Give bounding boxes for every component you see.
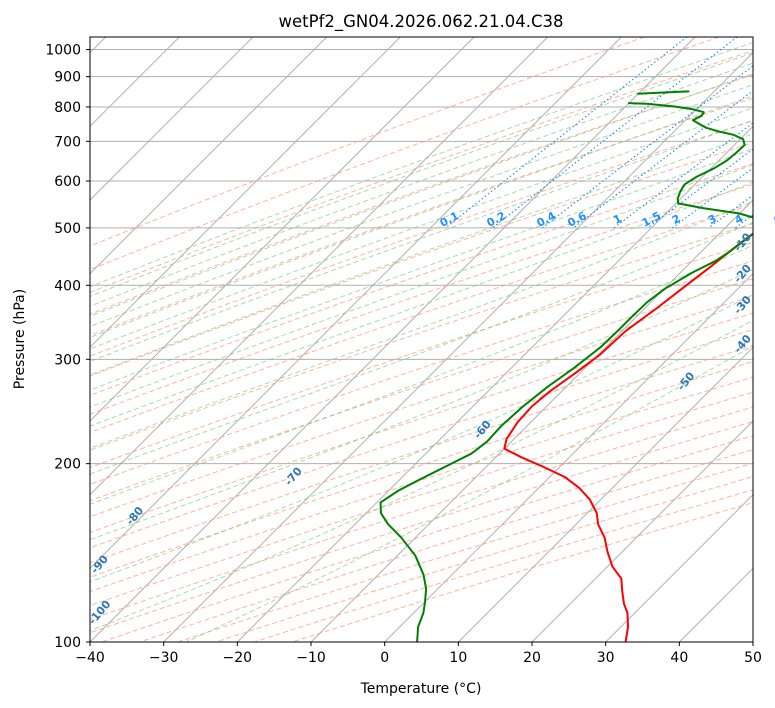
dry-adiabat-line [90, 295, 753, 518]
isotherm-line [457, 346, 753, 642]
x-tick-label: −40 [75, 650, 105, 666]
y-tick-label: 700 [54, 134, 81, 150]
y-tick-label: 1000 [45, 43, 81, 59]
dry-adiabat-line [90, 97, 753, 337]
chart-title: wetPf2_GN04.2026.062.21.04.C38 [279, 12, 564, 32]
isotherm-line [90, 37, 401, 349]
plot-clip-group [90, 37, 753, 642]
x-axis-title: Temperature (°C) [360, 681, 482, 697]
dewpoint-profile-line [379, 102, 753, 642]
moist-adiabat-line [90, 73, 753, 317]
x-tick-label: 50 [744, 650, 762, 666]
isotherm-line [384, 272, 753, 642]
y-axis: 100 200 300 400 500 600 700 800 900 1000 [45, 43, 90, 651]
dry-adiabat-line [90, 241, 753, 469]
mixing-ratio-line [672, 167, 753, 229]
x-axis: −40 −30 −20 −10 0 10 20 30 40 50 [75, 642, 762, 666]
isotherm-line [90, 37, 622, 570]
dry-adiabat-lines [90, 37, 753, 642]
moist-adiabat-line [90, 41, 753, 288]
dry-adiabat-line [90, 142, 753, 377]
isotherm-line [310, 199, 753, 642]
x-tick-label: 20 [523, 650, 541, 666]
y-tick-label: 900 [54, 70, 81, 86]
moist-adiabat-line [90, 84, 753, 328]
dry-adiabat-line [90, 376, 753, 593]
temperature-profile-line [503, 232, 753, 642]
dry-adiabat-line [90, 312, 753, 533]
dewpoint-profile-line [637, 90, 690, 95]
isotherm-line [605, 493, 753, 642]
isotherm-lines [90, 37, 753, 642]
x-tick-label: −20 [223, 650, 253, 666]
y-tick-label: 300 [54, 352, 81, 368]
mixing-ratio-line [492, 37, 738, 229]
moist-adiabat-line [90, 319, 753, 632]
moist-adiabat-line [90, 133, 753, 376]
moist-adiabat-line [90, 119, 753, 362]
isotherm-line [90, 37, 696, 642]
dry-adiabat-line [90, 37, 720, 271]
x-tick-label: −10 [296, 650, 326, 666]
dry-adiabat-line [90, 260, 753, 485]
moist-adiabat-line [90, 181, 753, 427]
y-tick-label: 100 [54, 635, 81, 651]
y-tick-label: 200 [54, 457, 81, 473]
isotherm-line [90, 37, 475, 422]
mixing-ratio-lines [445, 37, 753, 229]
mixing-ratio-label: 6 [771, 212, 775, 227]
y-tick-label: 500 [54, 221, 81, 237]
sounding-series [379, 90, 753, 642]
dry-adiabat-line [90, 163, 753, 396]
moist-adiabat-line [90, 147, 753, 391]
y-tick-label: 600 [54, 174, 81, 190]
x-tick-label: 30 [597, 650, 615, 666]
dry-adiabat-line [90, 391, 753, 607]
pressure-gridlines [90, 49, 753, 642]
mixing-ratio-line [572, 90, 753, 229]
moist-adiabat-line [90, 107, 753, 350]
x-tick-label: −30 [149, 650, 179, 666]
plot-frame [89, 36, 754, 643]
isotherm-line [90, 37, 254, 201]
x-tick-label: 0 [380, 650, 389, 666]
x-tick-label: 10 [449, 650, 467, 666]
dry-adiabat-line [90, 278, 753, 502]
dry-adiabat-line [90, 361, 753, 578]
dry-adiabat-line [90, 223, 753, 451]
y-tick-label: 400 [54, 278, 81, 294]
moist-adiabat-line [90, 294, 753, 583]
y-axis-title: Pressure (hPa) [12, 289, 28, 389]
dry-adiabat-line [90, 50, 753, 293]
y-tick-label: 800 [54, 100, 81, 116]
mixing-ratio-line [542, 65, 753, 229]
plot-area [90, 37, 753, 642]
isotherm-line [163, 51, 753, 642]
moist-adiabat-lines [90, 41, 753, 642]
dry-adiabat-line [90, 345, 753, 564]
isotherm-line [90, 37, 328, 275]
x-tick-label: 40 [670, 650, 688, 666]
isotherm-line [531, 420, 753, 642]
isotherm-line [90, 37, 549, 496]
